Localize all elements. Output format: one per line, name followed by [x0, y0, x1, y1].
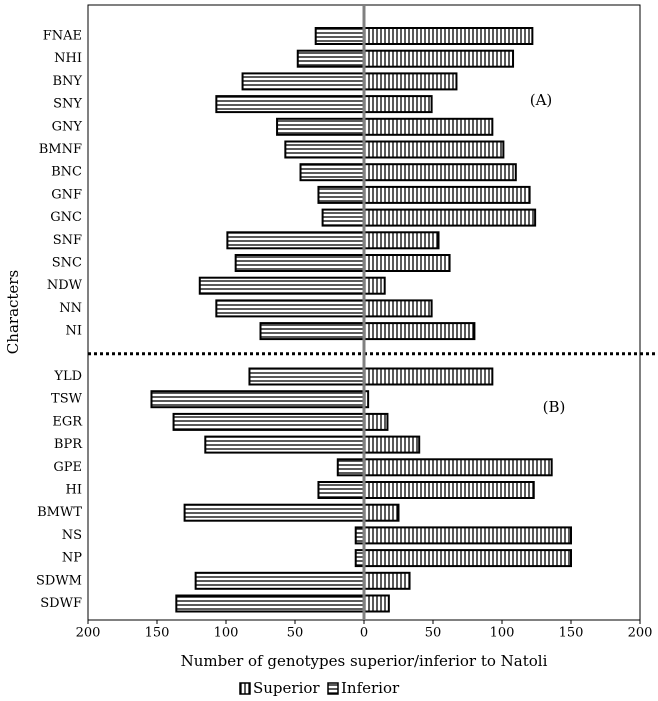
- bar: [317, 481, 365, 499]
- legend-swatch: [327, 682, 339, 695]
- y-tick-label: SNF: [53, 233, 82, 248]
- bar: [317, 185, 365, 204]
- bar: [363, 95, 433, 114]
- y-tick-label: HI: [66, 483, 82, 498]
- bar: [363, 231, 440, 250]
- bar: [363, 412, 389, 431]
- bar: [363, 367, 494, 386]
- bar: [276, 117, 365, 136]
- y-tick-label: NHI: [54, 51, 82, 66]
- x-tick-label: 0: [360, 626, 368, 641]
- y-tick-label: BNC: [51, 165, 82, 180]
- bar: [226, 231, 365, 250]
- bar: [363, 503, 400, 522]
- x-axis-label: Number of genotypes superior/inferior to…: [181, 652, 548, 670]
- bar: [241, 72, 365, 91]
- x-tick-label: 50: [425, 626, 442, 641]
- x-tick-label: 150: [145, 626, 170, 641]
- bar: [172, 412, 365, 431]
- y-tick-label: NDW: [47, 278, 83, 293]
- bar: [215, 95, 365, 114]
- bar: [299, 163, 365, 182]
- bar: [363, 322, 476, 341]
- bar: [234, 254, 365, 272]
- y-tick-label: GNY: [52, 119, 83, 134]
- bar: [363, 254, 451, 272]
- y-tick-label: NN: [59, 301, 82, 316]
- y-tick-label: SDWM: [36, 573, 82, 588]
- bar: [183, 503, 365, 522]
- bar: [150, 390, 365, 409]
- bar: [363, 185, 531, 204]
- bar: [284, 140, 365, 159]
- x-tick-label: 150: [559, 626, 584, 641]
- bar: [336, 458, 365, 477]
- annotation: (A): [530, 91, 553, 109]
- y-tick-label: GNC: [50, 210, 82, 225]
- y-tick-label: SDWF: [40, 596, 82, 611]
- bar: [204, 435, 365, 454]
- bar: [198, 276, 365, 295]
- y-tick-label: FNAE: [43, 29, 82, 44]
- bar: [363, 481, 535, 499]
- legend-label: Inferior: [341, 679, 400, 697]
- bar: [363, 299, 433, 318]
- bar: [363, 276, 386, 295]
- y-tick-label: BMWT: [37, 505, 82, 520]
- bar: [363, 208, 537, 227]
- bar: [363, 458, 553, 477]
- bar: [175, 594, 365, 613]
- bar: [363, 72, 458, 91]
- y-tick-label: SNY: [53, 97, 82, 112]
- bar: [363, 594, 390, 613]
- y-tick-label: NS: [62, 528, 82, 543]
- legend-label: Superior: [253, 679, 320, 697]
- bar: [363, 571, 411, 590]
- y-tick-label: GPE: [53, 460, 82, 475]
- y-tick-label: GNF: [51, 187, 82, 202]
- x-tick-label: 100: [490, 626, 515, 641]
- x-tick-label: 200: [628, 626, 653, 641]
- y-tick-label: SNC: [52, 256, 82, 271]
- x-tick-label: 200: [76, 626, 101, 641]
- y-tick-label: TSW: [51, 392, 83, 407]
- y-tick-label: NP: [62, 551, 82, 566]
- bar: [248, 367, 366, 386]
- bar: [194, 571, 365, 590]
- y-tick-label: YLD: [53, 369, 82, 384]
- bar: [363, 27, 534, 45]
- y-tick-label: EGR: [52, 414, 83, 429]
- bar: [363, 117, 494, 136]
- bar: [215, 299, 365, 318]
- y-tick-label: BMNF: [39, 142, 82, 157]
- bar: [363, 435, 421, 454]
- x-tick-label: 100: [214, 626, 239, 641]
- bar: [363, 140, 505, 159]
- bar: [363, 549, 572, 568]
- x-tick-label: 50: [287, 626, 304, 641]
- bar: [296, 49, 366, 68]
- bar: [363, 163, 517, 182]
- bar: [363, 49, 515, 68]
- legend-swatch: [239, 682, 251, 695]
- bar: [321, 208, 366, 227]
- y-axis-label: Characters: [4, 270, 22, 354]
- bar: [363, 526, 572, 545]
- bar: [259, 322, 365, 341]
- y-tick-label: BPR: [54, 437, 83, 452]
- y-tick-label: NI: [65, 324, 82, 339]
- y-tick-label: BNY: [52, 74, 82, 89]
- annotation: (B): [543, 398, 566, 416]
- bar: [314, 27, 366, 45]
